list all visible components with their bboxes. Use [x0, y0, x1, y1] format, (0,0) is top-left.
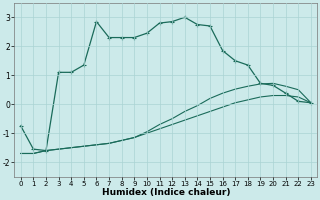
- X-axis label: Humidex (Indice chaleur): Humidex (Indice chaleur): [101, 188, 230, 197]
